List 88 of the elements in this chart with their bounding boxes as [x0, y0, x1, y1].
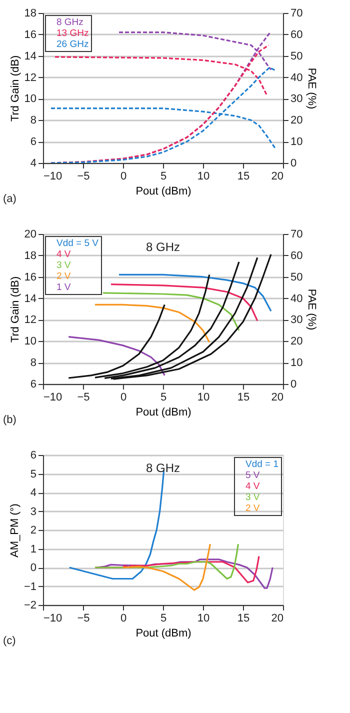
y2-tick-label: 20 — [290, 336, 303, 348]
text: 8 GHz — [56, 16, 84, 28]
x-tick-label: 0 — [120, 392, 127, 404]
y2-tick-label: 30 — [290, 314, 303, 326]
text: 8 GHz — [146, 240, 180, 254]
x-tick-label: −5 — [77, 392, 90, 404]
y2-tick-label: 0 — [290, 158, 297, 170]
y-tick-label: 3 — [30, 506, 36, 518]
y-tick-label: 8 — [30, 357, 36, 370]
x-tick-label: 20 — [271, 392, 284, 404]
x-axis-title: Pout (dBm) — [136, 186, 192, 198]
text: (b) — [3, 414, 16, 426]
text: 2 V — [246, 502, 260, 514]
text: 4 V — [56, 248, 72, 260]
text: Vdd = 5 V — [56, 238, 100, 249]
y2-tick-label: 50 — [290, 271, 303, 284]
y-tick-label: −2 — [24, 600, 36, 612]
y-tick-label: 4 — [30, 487, 36, 499]
y2-tick-label: 10 — [290, 136, 303, 148]
y-tick-label: −1 — [24, 580, 36, 593]
y2-tick-label: 30 — [290, 93, 303, 106]
text: 8 GHz — [146, 461, 180, 475]
y2-tick-label: 70 — [290, 8, 303, 20]
text: (c) — [3, 635, 16, 647]
x-axis-title: Pout (dBm) — [136, 628, 192, 640]
text: 5 V — [246, 470, 260, 481]
x-tick-label: −10 — [44, 392, 62, 404]
y-tick-label: 14 — [24, 50, 36, 62]
y-tick-label: 18 — [24, 250, 36, 262]
x-tick-label: −10 — [44, 612, 62, 624]
y-tick-label: 6 — [30, 378, 36, 390]
y-tick-label: 6 — [30, 450, 36, 462]
text: 2 V — [56, 270, 72, 282]
x-tick-label: 20 — [271, 612, 284, 624]
y2-tick-label: 20 — [290, 114, 303, 127]
x-tick-label: 0 — [120, 612, 127, 624]
y2-tick-label: 0 — [290, 378, 297, 390]
text: 26 GHz — [56, 38, 89, 50]
text: 1 V — [56, 282, 72, 293]
y-tick-label: 16 — [24, 28, 36, 41]
y-tick-label: 10 — [24, 93, 36, 106]
y-tick-label: 0 — [30, 562, 36, 574]
y2-axis-title: PAE (%) — [306, 288, 318, 330]
y2-tick-label: 60 — [290, 250, 303, 262]
text: 3 V — [246, 492, 260, 503]
x-tick-label: 15 — [237, 170, 250, 182]
x-tick-label: 5 — [160, 170, 167, 182]
y-tick-label: 18 — [24, 8, 36, 20]
y-tick-label: 4 — [30, 158, 36, 170]
y-tick-label: 2 — [30, 524, 36, 536]
x-tick-label: −10 — [44, 170, 62, 182]
y2-tick-label: 40 — [290, 292, 303, 305]
y-axis-title: Trd Gain (dB) — [9, 276, 22, 343]
y-axis-title: Trd Gain (dB) — [9, 55, 22, 122]
text: (a) — [3, 193, 16, 205]
y-tick-label: 12 — [24, 72, 36, 84]
y2-tick-label: 10 — [290, 357, 303, 370]
x-tick-label: −5 — [77, 612, 90, 624]
y-tick-label: 20 — [24, 228, 36, 240]
x-tick-label: 10 — [197, 392, 210, 404]
y-axis-title: AM_PM (°) — [8, 504, 21, 558]
x-tick-label: 10 — [197, 170, 210, 182]
y-tick-label: 1 — [30, 543, 36, 556]
text: 4 V — [246, 480, 260, 492]
series-label: 13 GHz — [56, 28, 89, 39]
y-tick-label: 16 — [24, 271, 36, 284]
y-tick-label: 6 — [30, 136, 36, 148]
y-tick-label: 12 — [24, 314, 36, 326]
text: 3 V — [56, 260, 72, 271]
x-tick-label: 10 — [197, 612, 210, 624]
x-tick-label: 0 — [120, 170, 127, 182]
x-axis-title: Pout (dBm) — [136, 406, 192, 418]
x-tick-label: −5 — [77, 170, 90, 182]
y-tick-label: 14 — [24, 292, 36, 305]
y2-tick-label: 60 — [290, 28, 303, 41]
x-tick-label: 15 — [237, 612, 250, 624]
y-tick-label: 8 — [30, 114, 36, 127]
y2-tick-label: 50 — [290, 50, 303, 62]
x-tick-label: 5 — [160, 392, 167, 404]
y-tick-label: 5 — [30, 468, 36, 480]
y2-tick-label: 70 — [290, 228, 303, 240]
y2-tick-label: 40 — [290, 72, 303, 84]
y-tick-label: 10 — [24, 336, 36, 348]
x-tick-label: 20 — [271, 170, 284, 182]
x-tick-label: 15 — [237, 392, 250, 404]
y2-axis-title: PAE (%) — [306, 68, 318, 110]
text: Vdd = 1 — [246, 458, 279, 470]
x-tick-label: 5 — [160, 612, 167, 624]
